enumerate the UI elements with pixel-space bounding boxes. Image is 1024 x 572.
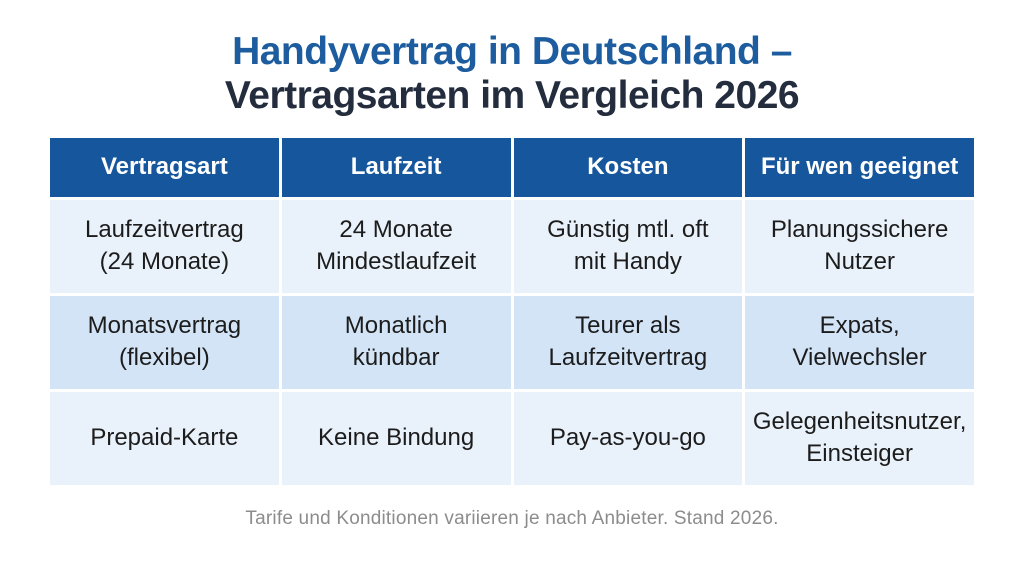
- contract-comparison-table: Vertragsart Laufzeit Kosten Für wen geeigne…: [50, 137, 974, 485]
- table-cell-r2-c4: Expats, Vielwechsler: [745, 295, 974, 389]
- page-title-line1: Handyvertrag in Deutschland –: [232, 30, 792, 73]
- table-header-3: Kosten: [513, 137, 743, 197]
- table-cell-r1-c3: Günstig mtl. oft mit Handy: [513, 199, 743, 293]
- table-cell-r1-c1: Laufzeitvertrag (24 Monate): [50, 199, 279, 293]
- page-title: Handyvertrag in Deutschland – Vertragsar…: [0, 0, 1024, 119]
- table-cell-r3-c1: Prepaid-Karte: [50, 391, 279, 485]
- table-header-2: Laufzeit: [281, 137, 511, 197]
- table-cell-r3-c4: Gelegenheitsnutzer, Einsteiger: [745, 391, 974, 485]
- table-cell-r2-c1: Monatsvertrag (flexibel): [50, 295, 279, 389]
- table-cell-r2-c3: Teurer als Laufzeitvertrag: [513, 295, 743, 389]
- table-cell-r2-c2: Monatlich kündbar: [281, 295, 511, 389]
- footer-disclaimer: Tarife und Konditionen variieren je nach…: [245, 507, 779, 529]
- table-cell-r3-c3: Pay-as-you-go: [513, 391, 743, 485]
- table-cell-r1-c2: 24 Monate Mindestlaufzeit: [281, 199, 511, 293]
- table-cell-r3-c2: Keine Bindung: [281, 391, 511, 485]
- table-header-1: Vertragsart: [50, 137, 279, 197]
- page-title-line2: Vertragsarten im Vergleich 2026: [224, 74, 800, 118]
- table-cell-r1-c4: Planungssichere Nutzer: [745, 199, 974, 293]
- table-header-4: Für wen geeignet: [745, 137, 974, 197]
